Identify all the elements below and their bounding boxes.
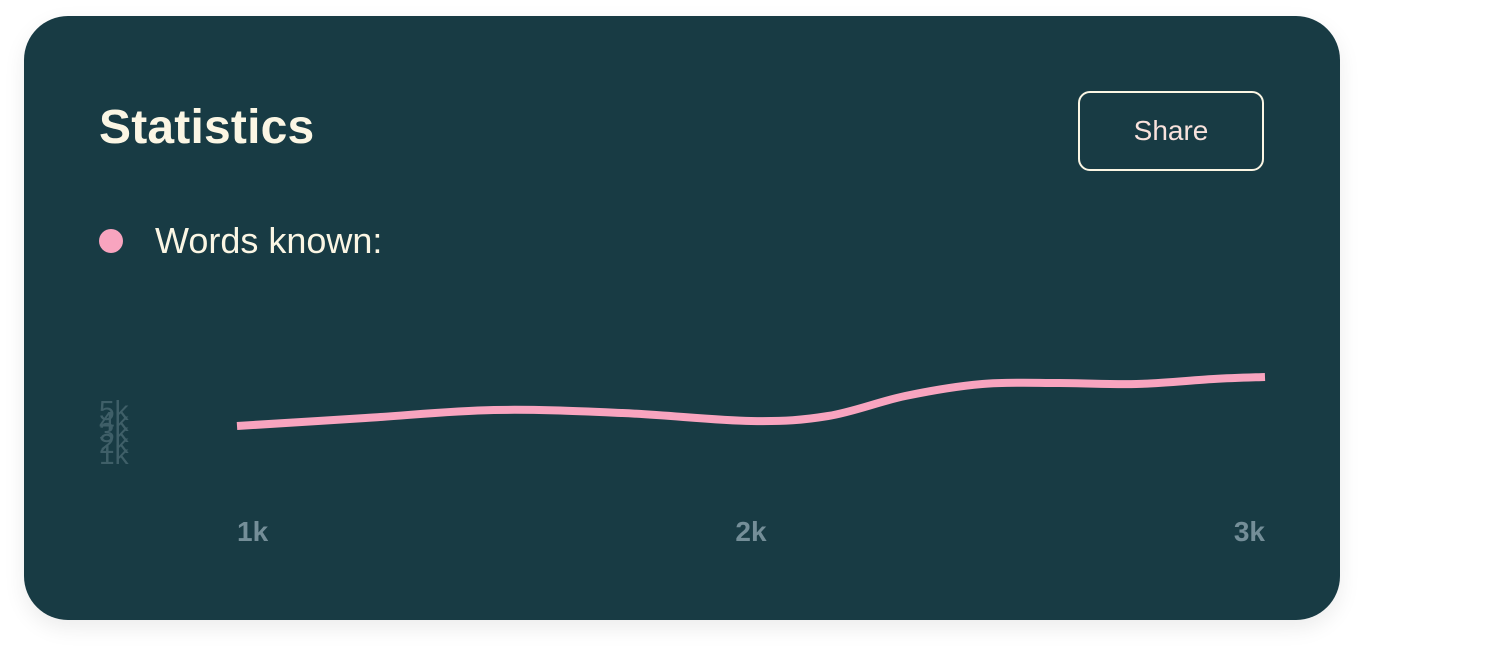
x-axis-ticks: 1k 2k 3k bbox=[237, 516, 1265, 547]
legend-dot-icon bbox=[99, 229, 123, 253]
series-line-words-known bbox=[236, 373, 1266, 430]
y-tick-label: 5k bbox=[99, 395, 130, 426]
x-tick-label: 1k bbox=[237, 516, 269, 547]
y-tick-label: 4k bbox=[99, 406, 130, 437]
x-tick-label: 2k bbox=[735, 516, 767, 547]
y-tick-label: 1k bbox=[99, 439, 130, 470]
share-button[interactable]: Share bbox=[1078, 91, 1264, 171]
y-tick-label: 3k bbox=[99, 417, 130, 448]
chart-legend: Words known: bbox=[99, 220, 382, 262]
card-title: Statistics bbox=[99, 101, 315, 154]
statistics-card: Statistics Share Words known: 1k 2k 3k 4k 5k… bbox=[24, 16, 1340, 620]
y-tick-label: 2k bbox=[99, 428, 130, 459]
legend-label: Words known: bbox=[155, 220, 383, 261]
x-tick-label: 3k bbox=[1234, 516, 1266, 547]
chart-series bbox=[236, 373, 1266, 430]
